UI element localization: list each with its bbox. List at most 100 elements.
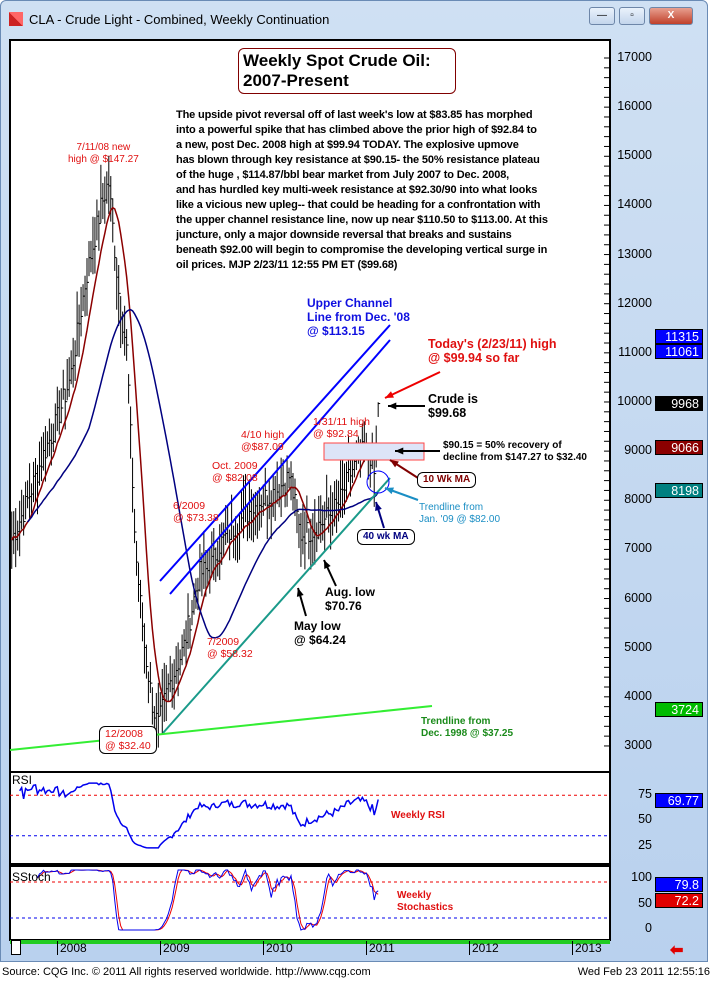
price-axis-label: 8000 <box>624 492 652 507</box>
close-button[interactable]: X <box>649 7 693 25</box>
app-icon <box>9 12 23 26</box>
annotation-today-high: Today's (2/23/11) high @ $99.94 so far <box>428 337 557 366</box>
annotation-2008-high: 7/11/08 new high @ $147.27 <box>68 142 139 165</box>
commentary-line: into a powerful spike that has climbed a… <box>176 124 537 136</box>
price-tag: 3724 <box>655 702 703 718</box>
title-bar: CLA - Crude Light - Combined, Weekly Con… <box>9 9 329 29</box>
time-axis-label: 2011 <box>366 941 395 955</box>
ma-10-week-line <box>11 206 379 703</box>
annotation-jun-2009: 6/2009 @ $73.38 <box>173 500 219 525</box>
maximize-button[interactable]: ▫ <box>619 7 645 25</box>
rsi-panel-title: RSI <box>12 773 33 787</box>
price-axis-label: 9000 <box>624 443 652 458</box>
annotation-weekly-stochastics: Weekly Stochastics <box>397 890 454 913</box>
price-tag: 9066 <box>655 439 703 455</box>
highlight-circle <box>366 470 390 494</box>
price-axis-label: 15000 <box>617 148 652 163</box>
rsi-line <box>19 782 379 849</box>
time-axis-label: 2012 <box>469 941 499 955</box>
annotation-10wk-ma: 10 Wk MA <box>417 472 477 488</box>
commentary: The upside pivot reversal off of last we… <box>176 108 601 273</box>
annotation-50pct-recovery: $90.15 = 50% recovery of decline from $14… <box>443 440 587 463</box>
stoch-k-line <box>37 868 379 931</box>
annotation-dec-2008: 12/2008 @ $32.40 <box>99 726 157 755</box>
time-axis-label: 2013 <box>572 941 602 955</box>
headline-line2: 2007-Present <box>243 70 349 90</box>
price-axis-label: 17000 <box>617 50 652 64</box>
footer: Source: CQG Inc. © 2011 All rights reser… <box>2 966 710 978</box>
annotation-apr-high: 4/10 high @$87.09 <box>241 429 285 454</box>
price-axis-label: 7000 <box>624 541 652 556</box>
stoch-axis-0: 0 <box>645 921 652 935</box>
commentary-line: juncture, only a major downside reversal… <box>176 229 512 241</box>
price-axis-label: 5000 <box>624 639 652 654</box>
commentary-line: like a vicious new upleg-- that could be… <box>176 199 541 211</box>
stoch-panel-title: SStoch <box>12 870 51 884</box>
commentary-line: oil prices. MJP 2/23/11 12:55 PM ET ($99… <box>176 259 398 271</box>
time-axis-label: 2008 <box>57 941 87 955</box>
window-title: CLA - Crude Light - Combined, Weekly Con… <box>29 11 330 27</box>
price-tag: 11061 <box>655 344 703 360</box>
annotation-trendline-1998: Trendline from Dec. 1998 @ $37.25 <box>421 716 514 739</box>
stoch-axis-100: 100 <box>631 870 652 884</box>
headline-box: Weekly Spot Crude Oil: 2007-Present <box>238 48 456 94</box>
trendline-1998 <box>9 705 433 751</box>
rsi-axis-75: 75 <box>638 787 652 801</box>
annotation-upper-channel: Upper Channel Line from Dec. '08 @ $113.15 <box>307 296 410 338</box>
today-high-arrow <box>384 371 441 399</box>
time-axis-label: 2010 <box>263 941 293 955</box>
minimize-button[interactable]: — <box>589 7 615 25</box>
price-axis-label: 14000 <box>617 197 652 212</box>
trendline-jan09 <box>162 477 391 734</box>
scroll-left-arrow-icon[interactable]: ⬅ <box>670 942 684 959</box>
commentary-line: and has hurdled key multi-week resistanc… <box>176 184 538 196</box>
annotation-jul-2009: 7/2009 @ $58.32 <box>207 636 253 661</box>
annotation-weekly-rsi: Weekly RSI <box>391 810 445 821</box>
aug-low-arrow-head <box>324 560 331 569</box>
time-axis-label: 2009 <box>160 941 190 955</box>
annotation-oct-2009: Oct. 2009 @ $82.08 <box>212 460 258 485</box>
stoch-axis-50: 50 <box>638 896 652 910</box>
annotation-crude-is: Crude is $99.68 <box>428 392 479 421</box>
trendline-jan09-arrow-head <box>385 487 394 495</box>
annotation-40wk-ma: 40 wk MA <box>357 529 415 545</box>
price-tag: 9968 <box>655 395 703 411</box>
ma10-arrow-head <box>390 460 399 468</box>
upper-channel-line-1 <box>159 324 391 582</box>
price-axis-label: 16000 <box>617 99 652 114</box>
price-axis-label: 12000 <box>617 295 652 310</box>
commentary-line: of the huge , $114.87/bbl bear market fr… <box>176 169 510 181</box>
stoch-value2-tag: 72.2 <box>655 893 703 908</box>
main-panel <box>9 39 611 773</box>
commentary-line: a new, post Dec. 2008 high at $99.94 TOD… <box>176 139 519 151</box>
rsi-axis-25: 25 <box>638 838 652 852</box>
commentary-line: the upper channel resistance line, now u… <box>176 214 548 226</box>
price-axis-label: 3000 <box>624 737 652 752</box>
recovery-arrow-head <box>395 447 404 455</box>
price-axis-label: 11000 <box>618 344 652 359</box>
rsi-value-tag: 69.77 <box>655 793 703 808</box>
commentary-line: beneath $92.00 will begin to compromise … <box>176 244 548 256</box>
commentary-line: The upside pivot reversal off of last we… <box>176 109 533 121</box>
crude-is-arrow-head <box>388 402 397 410</box>
source-credit: Source: CQG Inc. © 2011 All rights reser… <box>2 966 371 978</box>
annotation-jan-high: 1/31/11 high @ $92.84 <box>313 416 371 441</box>
today-high-arrow-head <box>385 391 394 398</box>
stoch-value-tag: 79.8 <box>655 877 703 892</box>
stoch-panel <box>9 865 611 941</box>
annotation-may-low: May low @ $64.24 <box>294 619 346 647</box>
price-axis-label: 6000 <box>624 590 652 605</box>
time-axis-bar <box>10 940 610 944</box>
headline-line1: Weekly Spot Crude Oil: <box>243 51 431 70</box>
rsi-axis-50: 50 <box>638 812 652 826</box>
scroll-thumb[interactable] <box>11 940 21 955</box>
timestamp: Wed Feb 23 2011 12:55:16 <box>577 966 710 978</box>
annotation-trendline-jan09: Trendline from Jan. '09 @ $82.00 <box>419 502 501 525</box>
rsi-panel <box>9 771 611 865</box>
price-tag: 8198 <box>655 482 703 498</box>
price-tag: 11315 <box>655 329 703 345</box>
upper-channel-line-2 <box>169 339 391 595</box>
price-axis-label: 10000 <box>617 393 652 408</box>
may-low-arrow-head <box>296 588 304 597</box>
